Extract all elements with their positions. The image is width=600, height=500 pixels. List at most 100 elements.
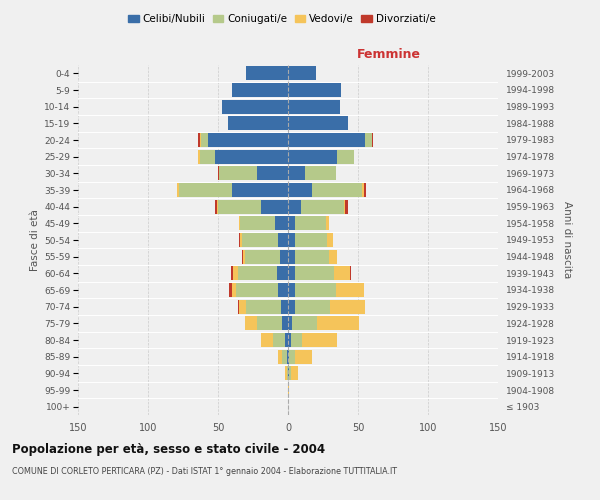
Bar <box>302 333 337 347</box>
Y-axis label: Fasce di età: Fasce di età <box>30 209 40 271</box>
Bar <box>262 333 272 347</box>
Bar <box>200 150 215 164</box>
Bar <box>288 200 301 214</box>
Bar <box>278 233 288 247</box>
Bar <box>239 233 241 247</box>
Bar <box>239 216 241 230</box>
Bar <box>218 166 220 180</box>
Bar <box>222 100 288 114</box>
Bar <box>257 166 288 180</box>
Bar <box>179 183 232 197</box>
Bar <box>362 183 364 197</box>
Bar <box>199 150 200 164</box>
Bar <box>241 216 275 230</box>
Bar <box>200 133 201 147</box>
Bar <box>288 233 295 247</box>
Bar <box>372 133 373 147</box>
Bar <box>242 250 243 264</box>
Bar <box>344 200 346 214</box>
Bar <box>327 233 333 247</box>
Bar <box>215 150 288 164</box>
Bar <box>337 150 354 164</box>
Bar <box>289 366 291 380</box>
Bar <box>285 366 287 380</box>
Bar <box>288 283 295 297</box>
Bar <box>236 283 278 297</box>
Bar <box>278 350 283 364</box>
Bar <box>295 233 327 247</box>
Bar <box>288 333 291 347</box>
Bar <box>305 166 335 180</box>
Bar <box>281 300 288 314</box>
Bar <box>238 266 277 280</box>
Bar <box>287 366 288 380</box>
Bar <box>201 133 208 147</box>
Bar <box>295 266 334 280</box>
Bar <box>295 300 330 314</box>
Bar <box>232 83 288 97</box>
Bar <box>288 250 295 264</box>
Bar <box>288 216 295 230</box>
Y-axis label: Anni di nascita: Anni di nascita <box>562 202 572 278</box>
Bar <box>218 200 262 214</box>
Bar <box>246 66 288 80</box>
Bar <box>288 350 289 364</box>
Bar <box>334 266 350 280</box>
Bar <box>241 233 242 247</box>
Bar <box>245 316 257 330</box>
Bar <box>208 133 288 147</box>
Bar <box>329 250 337 264</box>
Bar <box>246 300 281 314</box>
Bar <box>317 316 359 330</box>
Bar <box>230 266 233 280</box>
Bar <box>243 250 245 264</box>
Bar <box>239 300 246 314</box>
Bar <box>295 350 312 364</box>
Bar <box>257 316 283 330</box>
Bar <box>245 250 280 264</box>
Bar <box>288 266 295 280</box>
Bar <box>288 150 337 164</box>
Bar <box>242 233 278 247</box>
Bar <box>217 200 218 214</box>
Bar <box>295 283 335 297</box>
Text: Femmine: Femmine <box>357 48 421 62</box>
Bar <box>312 183 362 197</box>
Bar <box>287 350 288 364</box>
Text: COMUNE DI CORLETO PERTICARA (PZ) - Dati ISTAT 1° gennaio 2004 - Elaborazione TUT: COMUNE DI CORLETO PERTICARA (PZ) - Dati … <box>12 468 397 476</box>
Legend: Celibi/Nubili, Coniugati/e, Vedovi/e, Divorziati/e: Celibi/Nubili, Coniugati/e, Vedovi/e, Di… <box>124 10 440 29</box>
Bar <box>229 283 232 297</box>
Bar <box>288 300 295 314</box>
Bar <box>288 116 348 130</box>
Bar <box>364 183 367 197</box>
Bar <box>292 316 317 330</box>
Text: Popolazione per età, sesso e stato civile - 2004: Popolazione per età, sesso e stato civil… <box>12 442 325 456</box>
Bar <box>291 333 302 347</box>
Bar <box>301 200 344 214</box>
Bar <box>289 350 295 364</box>
Bar <box>365 133 372 147</box>
Bar <box>283 316 288 330</box>
Bar <box>233 266 238 280</box>
Bar <box>220 166 257 180</box>
Bar <box>295 250 329 264</box>
Bar <box>232 183 288 197</box>
Bar <box>288 166 305 180</box>
Bar <box>228 116 288 130</box>
Bar <box>178 183 179 197</box>
Bar <box>346 200 348 214</box>
Bar <box>288 366 289 380</box>
Bar <box>288 66 316 80</box>
Bar <box>288 133 365 147</box>
Bar <box>291 366 298 380</box>
Bar <box>278 283 288 297</box>
Bar <box>288 83 341 97</box>
Bar <box>326 216 329 230</box>
Bar <box>215 200 217 214</box>
Bar <box>280 250 288 264</box>
Bar <box>283 350 287 364</box>
Bar <box>288 183 312 197</box>
Bar <box>277 266 288 280</box>
Bar <box>288 383 289 397</box>
Bar <box>288 316 292 330</box>
